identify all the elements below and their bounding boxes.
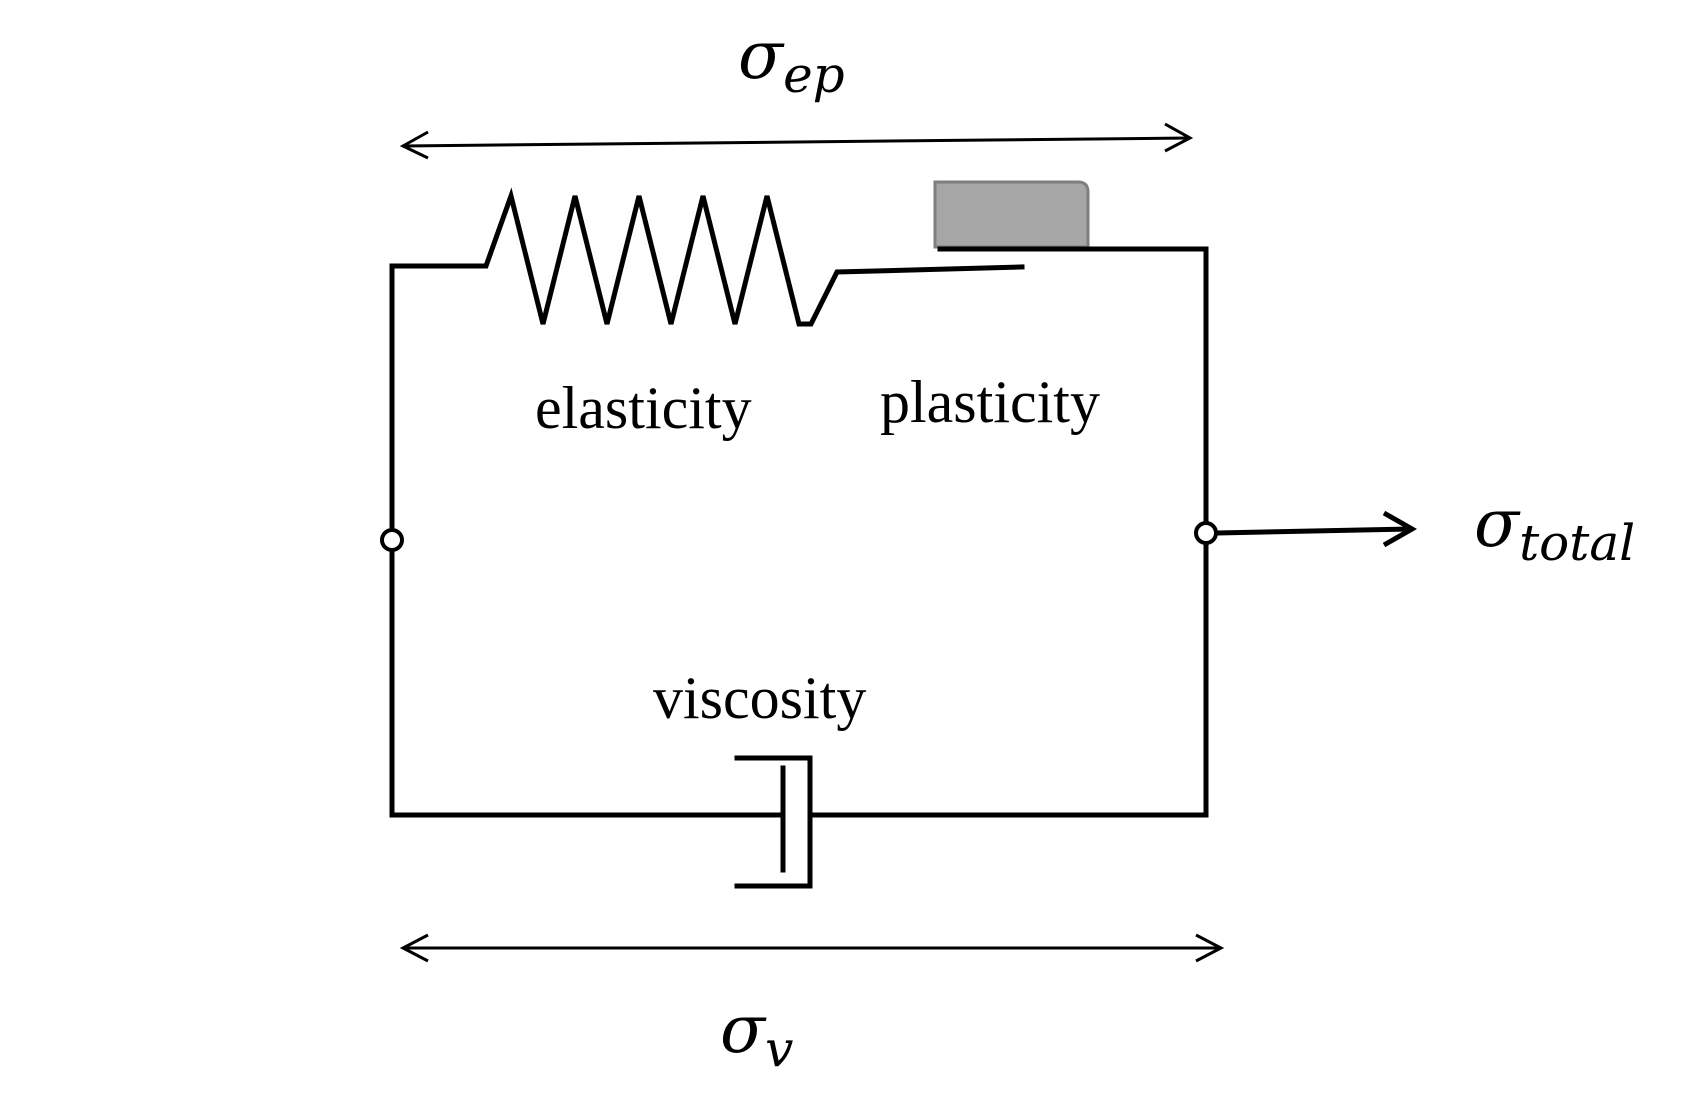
spring-element xyxy=(389,187,1025,327)
elasticity-label: elasticity xyxy=(535,375,752,441)
left-node xyxy=(380,528,404,552)
sigma-total-label: σtotal xyxy=(1474,485,1635,572)
plasticity-label: plasticity xyxy=(880,369,1100,435)
sigma-total-arrow xyxy=(1216,510,1418,548)
right-node xyxy=(1194,521,1218,545)
sigma-ep-arrow xyxy=(399,122,1194,160)
sigma-v-arrow xyxy=(399,933,1225,963)
plastic-slider-element xyxy=(933,180,1209,252)
viscosity-label: viscosity xyxy=(653,665,866,731)
sigma-ep-label: σep xyxy=(738,17,845,104)
sigma-v-label: σv xyxy=(720,991,793,1078)
dashpot-element xyxy=(734,755,813,889)
